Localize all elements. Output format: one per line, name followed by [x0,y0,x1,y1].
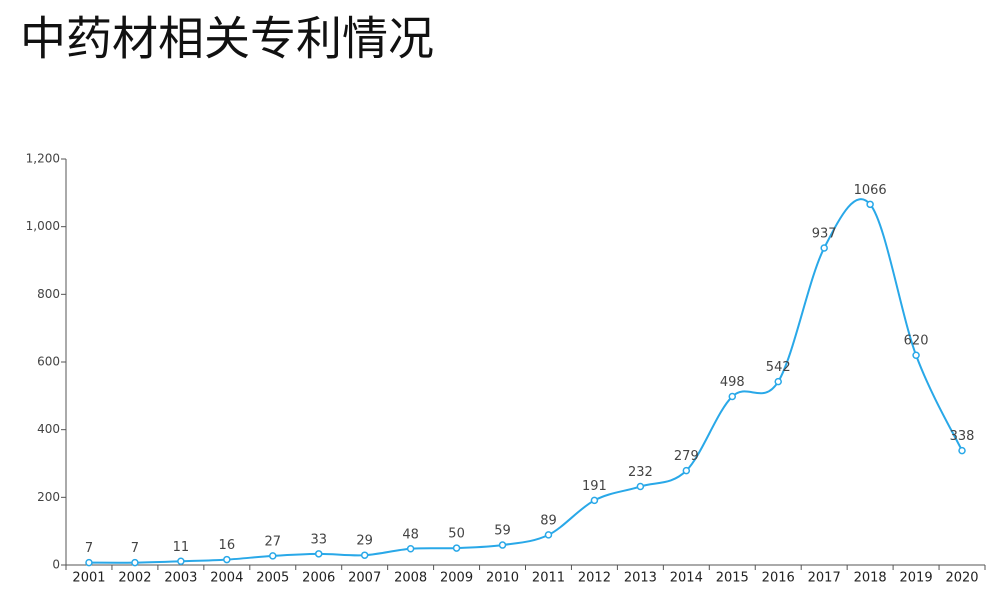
data-label: 27 [265,534,282,549]
point [820,244,828,252]
x-tick-label: 2005 [256,571,289,586]
point [682,466,691,475]
data-label: 33 [310,532,327,547]
x-tick-label: 2004 [210,571,243,586]
x-tick-label: 2014 [670,571,703,586]
y-tick-label: 800 [37,287,60,301]
x-tick-label: 2019 [900,571,933,586]
y-tick-label: 1,200 [26,152,60,166]
data-label: 89 [540,513,557,528]
chart-title: 中药材相关专利情况 [20,12,434,66]
x-tick-label: 2010 [486,571,519,586]
x-tick-label: 2007 [348,571,381,586]
data-label: 11 [173,540,190,555]
data-label: 620 [904,334,929,349]
point [774,377,782,386]
data-label: 542 [766,360,791,375]
line [88,198,963,564]
data-label: 29 [356,534,373,549]
x-tick-label: 2002 [118,571,151,586]
x-tick-label: 2011 [532,571,565,586]
point [590,496,599,505]
point [636,482,645,491]
x-tick-label: 2020 [945,571,978,586]
point [131,558,139,567]
data-label: 232 [628,465,653,480]
y-tick-label: 400 [37,422,60,436]
point [866,200,874,209]
y-tick-label: 200 [37,490,60,504]
data-label: 7 [131,541,139,556]
x-tick-label: 2012 [578,571,611,586]
point [544,531,553,539]
x-tick-label: 2016 [762,571,795,586]
point [360,551,369,559]
x-tick-label: 2018 [854,571,887,586]
point [958,446,966,455]
data-label: 191 [582,479,607,494]
point [177,557,185,566]
x-tick-label: 2003 [164,571,197,586]
x-tick-label: 2013 [624,571,657,586]
point [912,351,920,359]
point [452,544,461,552]
data-label: 498 [720,375,745,390]
x-tick-label: 2008 [394,571,427,586]
x-tick-label: 2017 [808,571,841,586]
data-label: 7 [85,541,93,556]
x-tick-label: 2015 [716,571,749,586]
x-tick-label: 2006 [302,571,335,586]
data-label: 1066 [854,183,887,198]
point [498,541,507,549]
y-tick-label: 0 [52,558,60,572]
data-label: 59 [494,524,511,539]
point [728,392,737,401]
point [269,552,277,560]
point [406,545,415,553]
data-label: 50 [448,527,465,542]
y-tick-label: 600 [37,355,60,369]
data-label: 48 [402,527,419,542]
x-tick-label: 2001 [72,571,105,586]
y-tick-label: 1,000 [26,219,60,233]
point [85,558,93,567]
data-label: 937 [812,226,837,241]
x-tick-label: 2009 [440,571,473,586]
point [314,550,323,558]
data-label: 338 [950,429,975,444]
data-label: 279 [674,449,699,464]
data-label: 16 [219,538,236,553]
point [223,555,231,564]
